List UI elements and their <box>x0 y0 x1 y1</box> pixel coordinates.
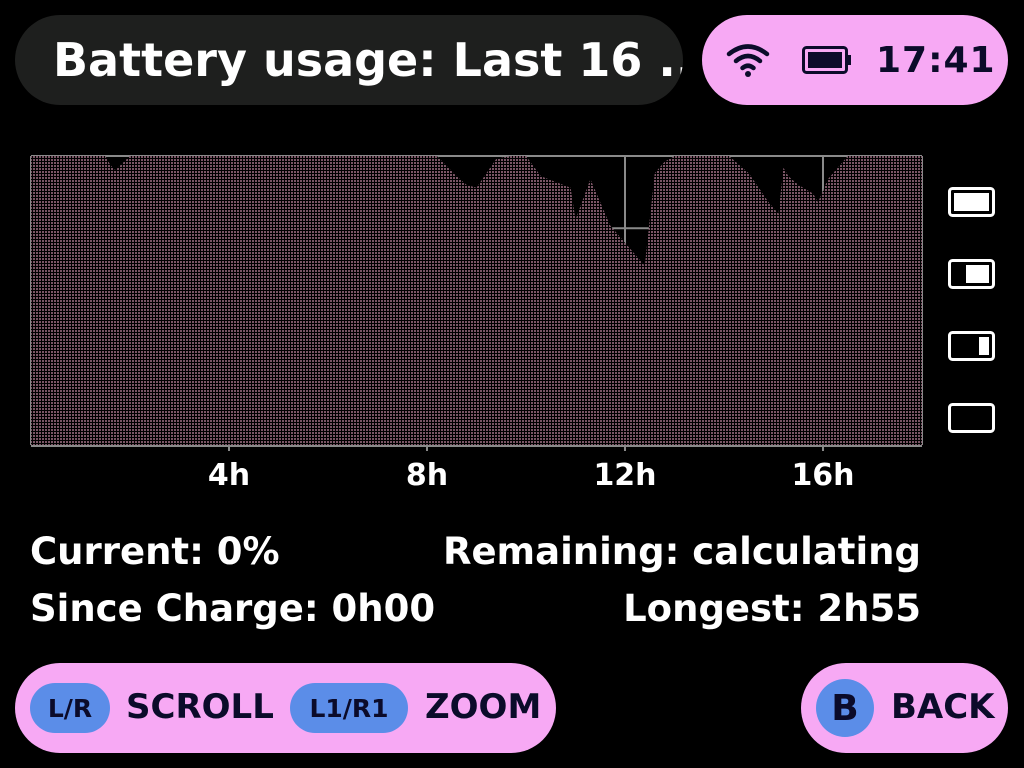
battery-level-area <box>31 156 922 445</box>
scroll-label: SCROLL <box>126 687 274 727</box>
l1r1-button[interactable]: L1/R1 <box>290 683 408 733</box>
battery-full-icon <box>948 187 995 217</box>
battery-full-icon <box>802 46 851 74</box>
back-hint[interactable]: B BACK <box>801 663 1008 753</box>
x-tick-label: 16h <box>791 458 854 493</box>
remaining-time: Remaining: calculating <box>442 530 921 573</box>
zoom-label: ZOOM <box>425 687 542 727</box>
title-pill: Battery usage: Last 16 ... <box>15 15 683 105</box>
clock: 17:41 <box>876 39 996 81</box>
x-tick-label: 12h <box>593 458 656 493</box>
b-button[interactable]: B <box>816 679 874 737</box>
x-tick-label: 8h <box>406 458 448 493</box>
page-title: Battery usage: Last 16 ... <box>53 33 683 87</box>
button-hints: L/R SCROLL L1/R1 ZOOM <box>15 663 556 753</box>
status-bar: 17:41 <box>702 15 1008 105</box>
lr-button[interactable]: L/R <box>30 683 110 733</box>
current-level: Current: 0% <box>30 530 280 573</box>
x-tick-label: 4h <box>208 458 250 493</box>
wifi-icon <box>726 44 770 77</box>
battery-empty-icon <box>948 403 995 433</box>
since-charge: Since Charge: 0h00 <box>30 587 436 630</box>
battery-high-icon <box>948 259 995 289</box>
back-label: BACK <box>891 687 995 727</box>
longest-session: Longest: 2h55 <box>623 587 921 630</box>
battery-low-icon <box>948 331 995 361</box>
